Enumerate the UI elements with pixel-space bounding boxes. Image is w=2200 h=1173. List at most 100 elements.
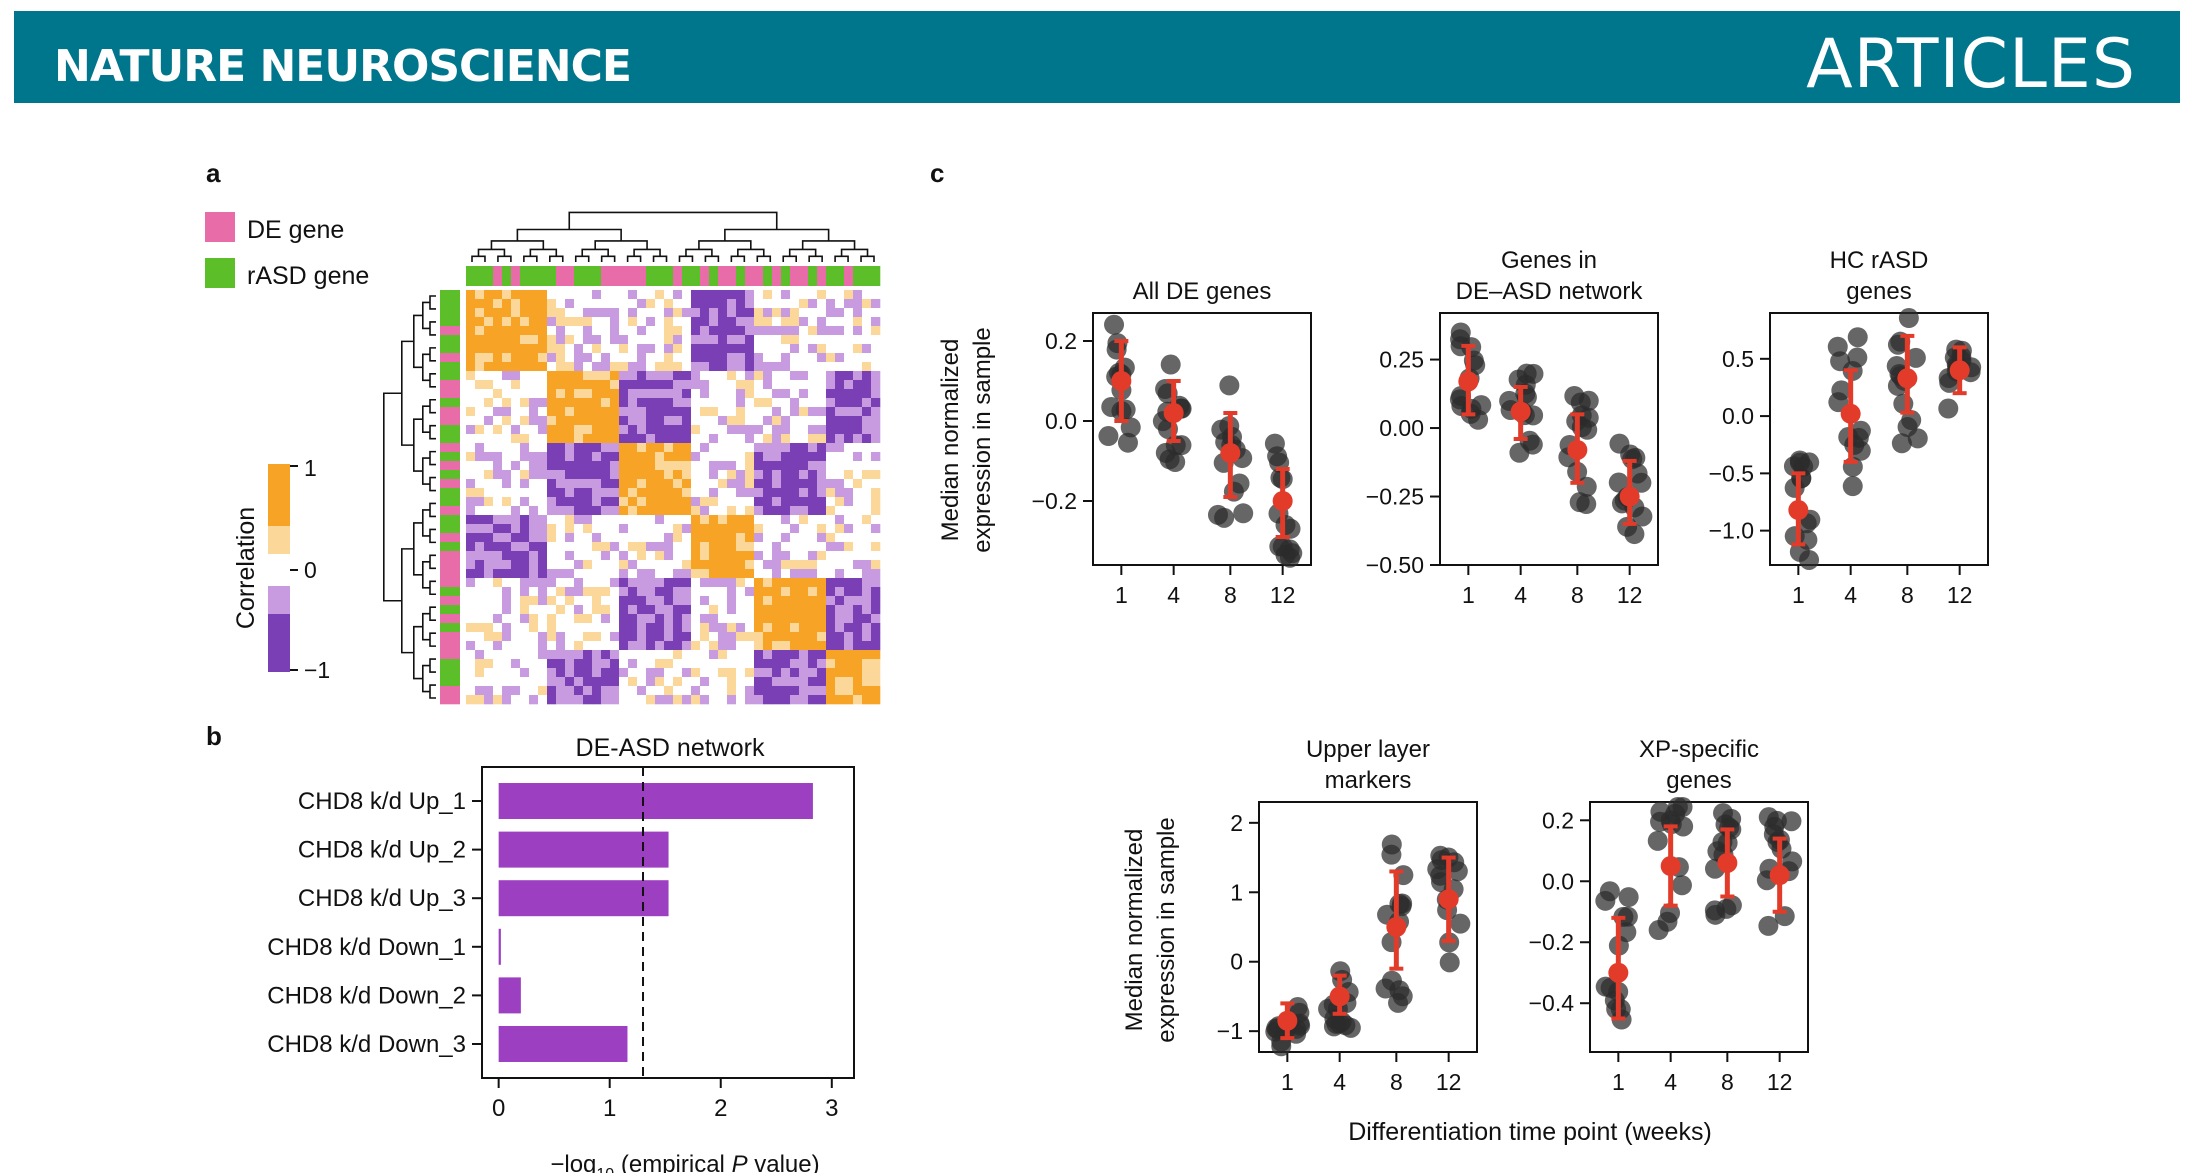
heatmap-cell — [475, 506, 485, 516]
heatmap-cell — [655, 641, 665, 651]
heatmap-cell — [709, 380, 719, 390]
heatmap-cell — [565, 362, 575, 372]
heatmap-cell — [475, 524, 485, 534]
heatmap-cell — [862, 524, 872, 534]
heatmap-cell — [547, 668, 557, 678]
heatmap-cell — [862, 641, 872, 651]
heatmap-cell — [556, 380, 566, 390]
heatmap-cell — [853, 362, 863, 372]
heatmap-cell — [835, 488, 845, 498]
heatmap-cell — [781, 686, 791, 696]
heatmap-cell — [736, 308, 746, 318]
heatmap-cell — [691, 524, 701, 534]
heatmap-cell — [781, 506, 791, 516]
heatmap-cell — [556, 389, 566, 399]
heatmap-cell — [799, 425, 809, 435]
heatmap-cell — [745, 542, 755, 552]
heatmap-cell — [799, 641, 809, 651]
heatmap-cell — [808, 515, 818, 525]
heatmap-cell — [700, 371, 710, 381]
sample-point — [1847, 327, 1868, 348]
heatmap-cell — [799, 362, 809, 372]
heatmap-cell — [727, 299, 737, 309]
heatmap-cell — [772, 578, 782, 588]
heatmap-cell — [772, 479, 782, 489]
heatmap-cell — [790, 659, 800, 669]
heatmap-cell — [619, 533, 629, 543]
sample-point — [1233, 503, 1254, 524]
heatmap-cell — [745, 362, 755, 372]
heatmap-cell — [772, 587, 782, 597]
heatmap-cell — [736, 605, 746, 615]
heatmap-cell — [799, 650, 809, 660]
y-tick-label: −1.0 — [1709, 518, 1754, 544]
heatmap-cell — [646, 695, 656, 705]
heatmap-cell — [826, 605, 836, 615]
heatmap-cell — [538, 542, 548, 552]
heatmap-cell — [466, 416, 476, 426]
heatmap-cell — [628, 308, 638, 318]
heatmap-cell — [601, 398, 611, 408]
heatmap-cell — [538, 425, 548, 435]
column-annotation-cell — [745, 266, 755, 286]
heatmap-cell — [718, 344, 728, 354]
heatmap-cell — [511, 668, 521, 678]
heatmap-cell — [664, 605, 674, 615]
heatmap-cell — [538, 533, 548, 543]
heatmap-cell — [574, 623, 584, 633]
heatmap-cell — [529, 443, 539, 453]
heatmap-cell — [655, 515, 665, 525]
heatmap-cell — [493, 353, 503, 363]
heatmap-cell — [871, 425, 881, 435]
heatmap-cell — [547, 695, 557, 705]
heatmap-cell — [628, 425, 638, 435]
heatmap-cell — [871, 551, 881, 561]
heatmap-cell — [475, 308, 485, 318]
heatmap-cell — [745, 623, 755, 633]
heatmap-cell — [556, 515, 566, 525]
heatmap-cell — [511, 551, 521, 561]
heatmap-cell — [466, 425, 476, 435]
heatmap-cell — [637, 560, 647, 570]
heatmap-cell — [475, 659, 485, 669]
heatmap-cell — [817, 344, 827, 354]
heatmap-cell — [754, 290, 764, 300]
heatmap-cell — [682, 452, 692, 462]
heatmap-cell — [475, 542, 485, 552]
heatmap-cell — [736, 290, 746, 300]
heatmap-cell — [826, 623, 836, 633]
heatmap-cell — [475, 317, 485, 327]
heatmap-cell — [619, 650, 629, 660]
heatmap-cell — [529, 605, 539, 615]
heatmap-cell — [727, 641, 737, 651]
heatmap-cell — [727, 443, 737, 453]
heatmap-cell — [754, 488, 764, 498]
heatmap-cell — [808, 578, 818, 588]
heatmap-cell — [655, 524, 665, 534]
heatmap-cell — [835, 416, 845, 426]
heatmap-cell — [745, 308, 755, 318]
column-annotation-cell — [826, 266, 836, 286]
heatmap-cell — [781, 398, 791, 408]
heatmap-cell — [826, 632, 836, 642]
dendrogram-branch — [429, 321, 436, 336]
heatmap-cell — [628, 362, 638, 372]
heatmap-cell — [565, 416, 575, 426]
heatmap-cell — [691, 497, 701, 507]
heatmap-cell — [601, 380, 611, 390]
heatmap-cell — [610, 488, 620, 498]
heatmap-cell — [844, 533, 854, 543]
row-annotation-cell — [440, 542, 460, 552]
heatmap-cell — [727, 461, 737, 471]
heatmap-cell — [799, 659, 809, 669]
row-annotation-cell — [440, 668, 460, 678]
dendrogram-branch — [724, 228, 830, 241]
heatmap-cell — [799, 479, 809, 489]
heatmap-cell — [664, 623, 674, 633]
heatmap-cell — [835, 641, 845, 651]
heatmap-cell — [862, 515, 872, 525]
heatmap-cell — [799, 344, 809, 354]
heatmap-cell — [808, 299, 818, 309]
heatmap-cell — [763, 290, 773, 300]
heatmap-cell — [664, 290, 674, 300]
